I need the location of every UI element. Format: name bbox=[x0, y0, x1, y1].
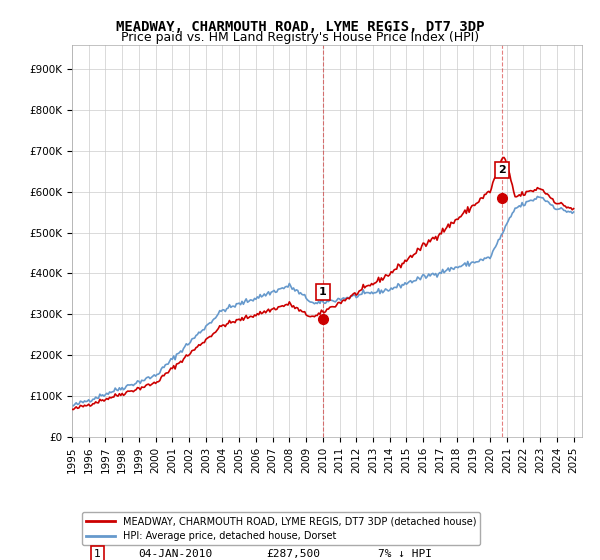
Text: MEADWAY, CHARMOUTH ROAD, LYME REGIS, DT7 3DP: MEADWAY, CHARMOUTH ROAD, LYME REGIS, DT7… bbox=[116, 20, 484, 34]
Text: Price paid vs. HM Land Registry's House Price Index (HPI): Price paid vs. HM Land Registry's House … bbox=[121, 31, 479, 44]
Text: £287,500: £287,500 bbox=[266, 549, 320, 559]
Text: 04-JAN-2010: 04-JAN-2010 bbox=[139, 549, 212, 559]
Text: 1: 1 bbox=[319, 287, 326, 297]
Legend: MEADWAY, CHARMOUTH ROAD, LYME REGIS, DT7 3DP (detached house), HPI: Average pric: MEADWAY, CHARMOUTH ROAD, LYME REGIS, DT7… bbox=[82, 512, 480, 545]
Text: 7% ↓ HPI: 7% ↓ HPI bbox=[378, 549, 432, 559]
Text: 2: 2 bbox=[498, 165, 506, 175]
Text: 1: 1 bbox=[94, 549, 101, 559]
